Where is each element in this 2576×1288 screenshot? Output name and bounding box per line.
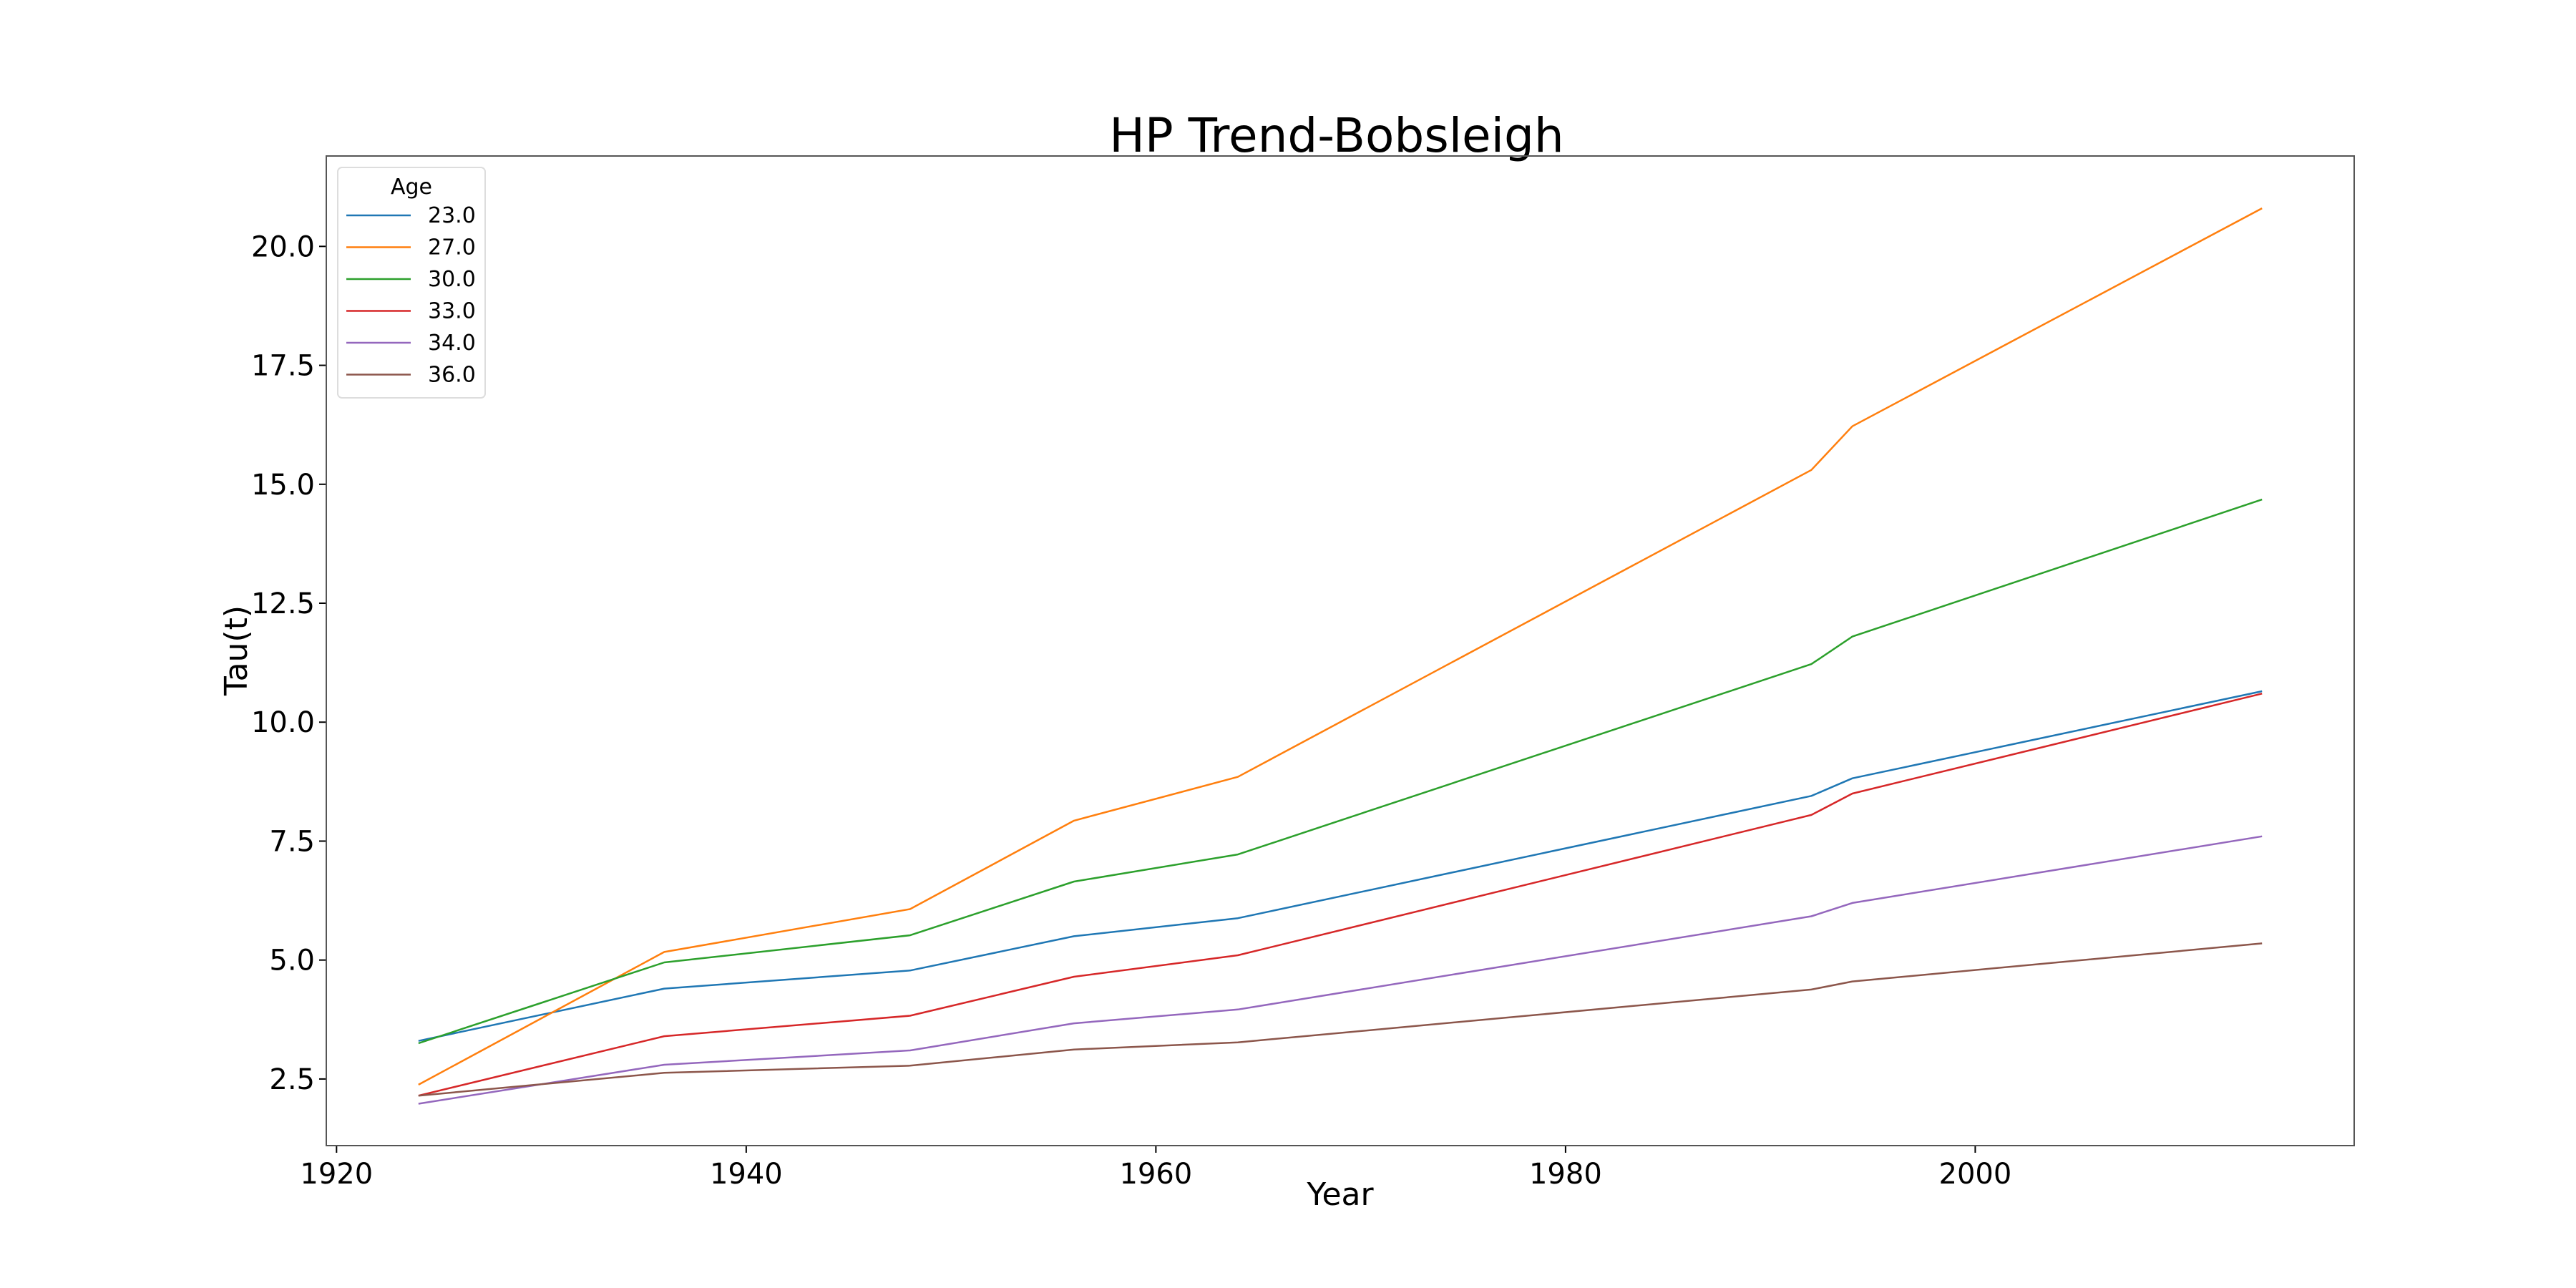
x-axis-ticks: 1920 1940 1960 1980 2000 (300, 1146, 2011, 1191)
series-lines (418, 207, 2263, 1105)
plot-frame (326, 155, 2355, 1146)
x-tick-label: 1980 (1529, 1158, 1602, 1191)
legend-title: Age (391, 175, 432, 200)
x-tick-label: 2000 (1939, 1158, 2012, 1191)
legend-entries: 23.0 27.0 30.0 33.0 34.0 36.0 (346, 203, 476, 388)
y-tick-label: 15.0 (251, 469, 315, 502)
y-tick-label: 5.0 (269, 945, 315, 977)
y-tick-label: 2.5 (269, 1063, 315, 1096)
x-axis-label: Year (1306, 1176, 1374, 1213)
x-tick-label: 1960 (1119, 1158, 1192, 1191)
series-line-30-0 (418, 498, 2263, 1045)
chart-title: HP Trend-Bobsleigh (1109, 108, 1563, 163)
series-line-33-0 (418, 693, 2263, 1097)
x-tick-label: 1940 (710, 1158, 783, 1191)
y-tick-label: 12.5 (251, 587, 315, 620)
y-axis-label: Tau(t) (218, 605, 255, 696)
y-axis-ticks: 2.5 5.0 7.5 10.0 12.5 15.0 17.5 20.0 (251, 230, 326, 1096)
legend-label: 36.0 (428, 363, 476, 388)
x-tick-label: 1920 (300, 1158, 373, 1191)
y-tick-label: 17.5 (251, 350, 315, 383)
y-tick-label: 10.0 (251, 706, 315, 739)
y-tick-label: 7.5 (269, 825, 315, 858)
legend-label: 27.0 (428, 235, 476, 260)
y-tick-label: 20.0 (251, 230, 315, 263)
legend-label: 30.0 (428, 267, 476, 292)
series-line-23-0 (418, 690, 2263, 1042)
series-line-36-0 (418, 942, 2263, 1097)
series-line-27-0 (418, 207, 2263, 1085)
legend: Age 23.0 27.0 30.0 33.0 34.0 36.0 (337, 167, 486, 399)
legend-label: 33.0 (428, 299, 476, 324)
legend-label: 23.0 (428, 203, 476, 228)
series-line-34-0 (418, 835, 2263, 1105)
legend-label: 34.0 (428, 331, 476, 356)
legend-box (337, 167, 486, 399)
